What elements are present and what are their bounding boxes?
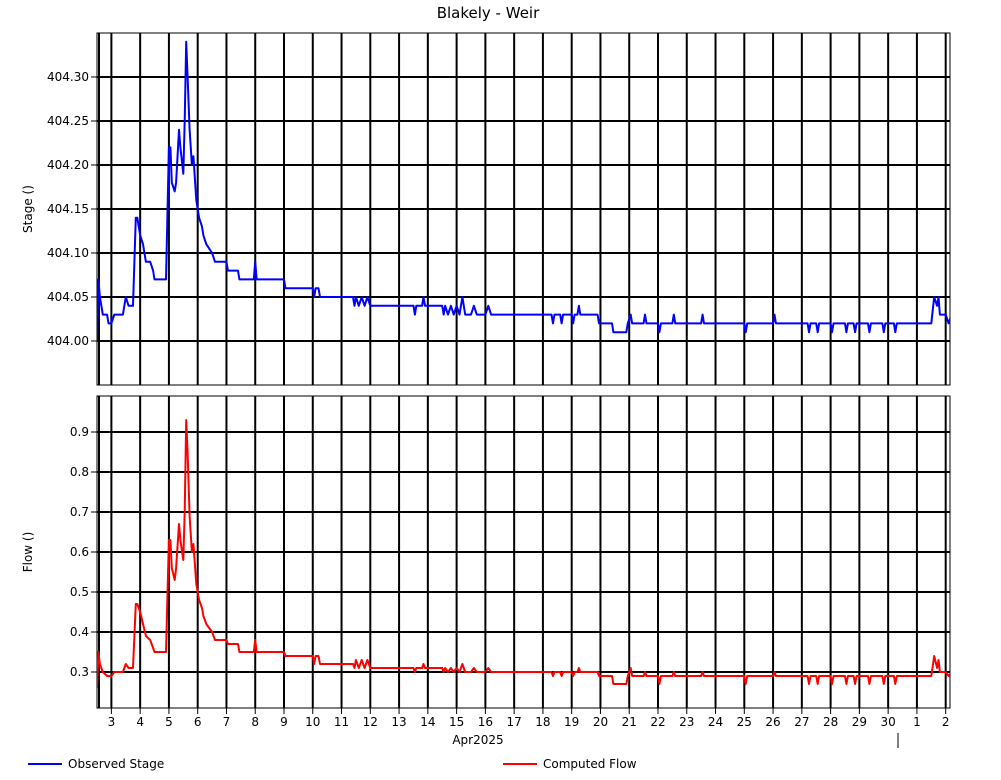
x-tick-label: 20 — [593, 715, 608, 729]
x-tick-label: 30 — [881, 715, 896, 729]
x-tick-label: 10 — [305, 715, 320, 729]
stage-panel: 404.00 404.05 404.10 404.15 404.20 404.25 404.… — [21, 32, 951, 386]
x-tick-label: 2 — [942, 715, 950, 729]
y-tick-label: 0.4 — [70, 625, 89, 639]
y-tick-label: 404.30 — [47, 70, 89, 84]
x-tick-label: 3 — [108, 715, 116, 729]
x-tick-label: 21 — [622, 715, 637, 729]
y-tick-label: 0.8 — [70, 465, 89, 479]
x-tick-label: 7 — [223, 715, 231, 729]
y-tick-label: 0.6 — [70, 545, 89, 559]
series-line-computed-flow — [97, 419, 950, 689]
x-tick-label: 22 — [650, 715, 665, 729]
x-tick-label: 19 — [564, 715, 579, 729]
y-tick-label: 0.3 — [70, 665, 89, 679]
y-tick-label: 404.10 — [47, 246, 89, 260]
x-tick-label: 13 — [391, 715, 406, 729]
x-axis: 3 4 5 6 7 8 9 10 11 12 13 14 15 16 17 18 19 20 21 22 23 24 25 2… — [97, 707, 950, 729]
y-axis-label: Stage () — [21, 185, 35, 233]
chart-title: Blakely - Weir — [437, 4, 540, 22]
y-tick-label: 404.00 — [47, 334, 89, 348]
flow-panel: 0.3 0.4 0.5 0.6 0.7 0.8 0.9 Flow () — [21, 395, 951, 709]
x-axis-label: Apr2025 — [452, 733, 503, 747]
x-tick-label: 24 — [708, 715, 723, 729]
y-tick-label: 0.9 — [70, 425, 89, 439]
y-tick-label: 0.5 — [70, 585, 89, 599]
y-tick-label: 404.25 — [47, 114, 89, 128]
y-tick-label: 404.15 — [47, 202, 89, 216]
x-tick-label: 8 — [251, 715, 259, 729]
x-tick-label: 11 — [334, 715, 349, 729]
x-tick-label: 18 — [535, 715, 550, 729]
x-tick-label: 17 — [507, 715, 522, 729]
x-tick-label: 27 — [794, 715, 809, 729]
y-tick-label: 0.7 — [70, 505, 89, 519]
legend-label-observed-stage: Observed Stage — [68, 757, 164, 771]
legend-label-computed-flow: Computed Flow — [543, 757, 637, 771]
x-tick-label: 23 — [679, 715, 694, 729]
series-line-observed-stage — [97, 40, 950, 342]
x-tick-label: 15 — [449, 715, 464, 729]
x-tick-label: 26 — [765, 715, 780, 729]
x-tick-label: 14 — [420, 715, 435, 729]
x-tick-label: 12 — [363, 715, 378, 729]
legend: Observed Stage Computed Flow — [28, 757, 637, 771]
x-tick-label: 4 — [136, 715, 144, 729]
x-tick-label: 5 — [165, 715, 173, 729]
x-tick-label: 28 — [823, 715, 838, 729]
x-tick-label: 1 — [913, 715, 921, 729]
x-tick-label: 16 — [478, 715, 493, 729]
y-tick-label: 404.05 — [47, 290, 89, 304]
x-tick-label: 25 — [737, 715, 752, 729]
x-tick-label: 6 — [194, 715, 202, 729]
x-tick-label: 9 — [280, 715, 288, 729]
x-tick-label: 29 — [852, 715, 867, 729]
y-tick-label: 404.20 — [47, 158, 89, 172]
y-axis-label: Flow () — [21, 532, 35, 573]
